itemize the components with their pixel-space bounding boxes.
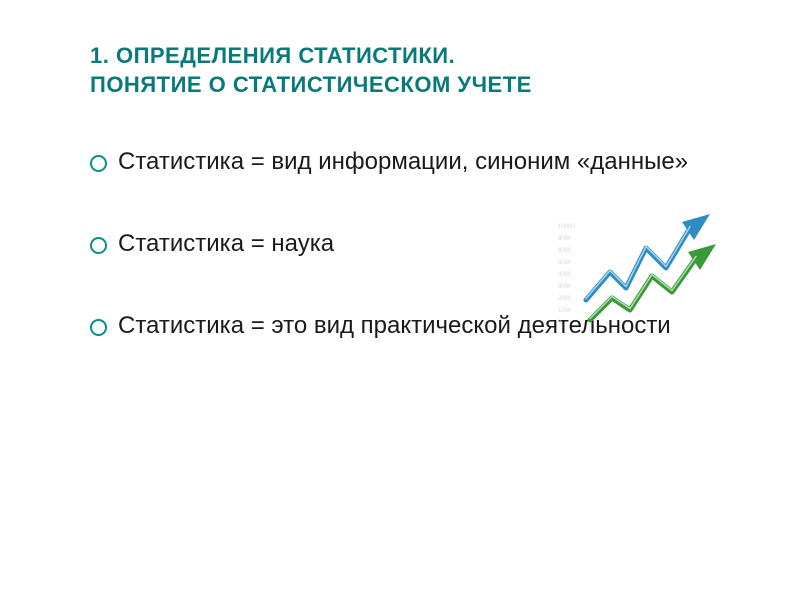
growth-chart-icon: 10000 8000 6000 5000 4000 3000 2000 1000… bbox=[558, 210, 728, 340]
svg-text:2000: 2000 bbox=[558, 296, 572, 302]
svg-text:6000: 6000 bbox=[558, 248, 572, 254]
svg-text:5000: 5000 bbox=[558, 260, 572, 266]
svg-text:3000: 3000 bbox=[558, 284, 572, 290]
title-line-1: 1. ОПРЕДЕЛЕНИЯ СТАТИСТИКИ. bbox=[90, 43, 455, 68]
svg-text:0: 0 bbox=[558, 320, 562, 326]
svg-text:10000: 10000 bbox=[558, 224, 575, 230]
bullet-text: Статистика = наука bbox=[118, 230, 334, 257]
chart-axis-labels: 10000 8000 6000 5000 4000 3000 2000 1000… bbox=[558, 224, 575, 326]
bullet-item: Статистика = вид информации, синоним «да… bbox=[90, 147, 732, 177]
svg-text:4000: 4000 bbox=[558, 272, 572, 278]
svg-text:1000: 1000 bbox=[558, 308, 572, 314]
svg-text:8000: 8000 bbox=[558, 236, 572, 242]
bullet-text: Статистика = вид информации, синоним «да… bbox=[118, 148, 688, 175]
title-line-2: ПОНЯТИЕ О СТАТИСТИЧЕСКОМ УЧЕТЕ bbox=[90, 72, 532, 97]
slide-title: 1. ОПРЕДЕЛЕНИЯ СТАТИСТИКИ. ПОНЯТИЕ О СТА… bbox=[90, 42, 732, 99]
